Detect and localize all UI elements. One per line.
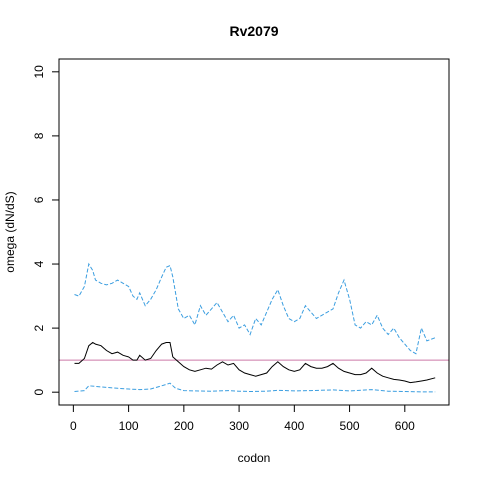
y-tick-label: 2	[32, 324, 46, 331]
plot-frame	[58, 58, 450, 406]
series-line-upper	[74, 262, 436, 355]
y-tick-label: 4	[32, 260, 46, 267]
x-tick-label: 600	[395, 419, 415, 433]
y-axis: 0 2 4 6 8 10	[32, 65, 60, 396]
x-axis: 0 100 200 300 400 500 600	[70, 404, 415, 433]
plot-content	[59, 262, 449, 393]
x-tick-label: 0	[70, 419, 77, 433]
y-tick-label: 8	[32, 132, 46, 139]
x-axis-label: codon	[238, 451, 271, 465]
x-tick-label: 100	[119, 419, 139, 433]
y-tick-label: 6	[32, 196, 46, 203]
x-tick-label: 200	[174, 419, 194, 433]
y-tick-label: 0	[32, 389, 46, 396]
series-line-estimate	[74, 341, 436, 384]
chart-title: Rv2079	[229, 23, 278, 39]
series-line-lower	[74, 382, 436, 393]
y-tick-label: 10	[32, 65, 46, 79]
y-axis-label: omega (dN/dS)	[3, 191, 17, 272]
x-tick-label: 400	[284, 419, 304, 433]
x-tick-label: 500	[340, 419, 360, 433]
x-tick-label: 300	[229, 419, 249, 433]
